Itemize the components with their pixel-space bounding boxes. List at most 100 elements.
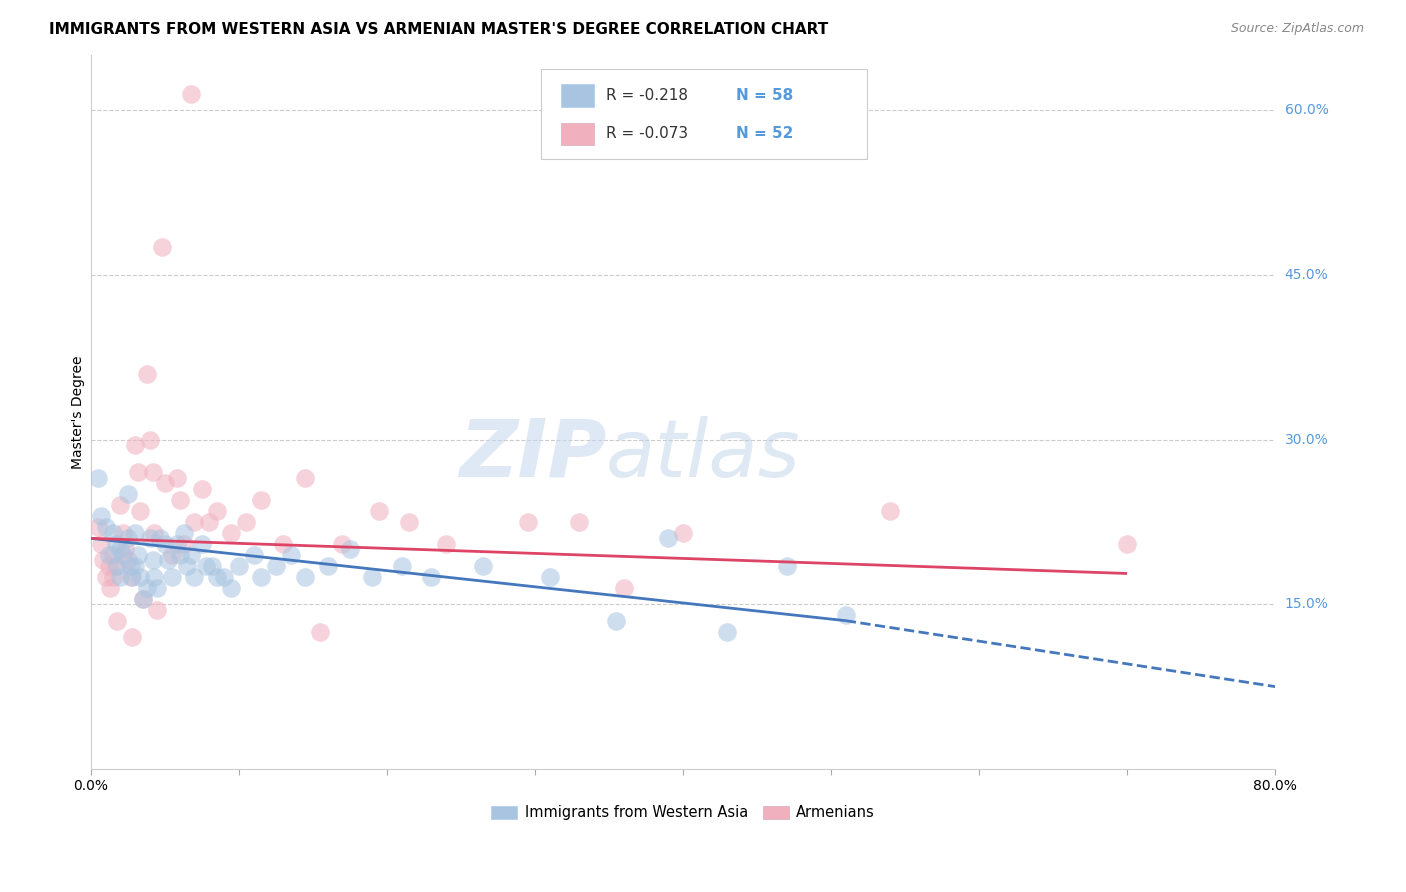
Point (201, 558, 224, 573)
Point (309, 624, 332, 639)
Point (264, 558, 287, 573)
Point (150, 240, 173, 254)
Point (173, 525, 195, 540)
Point (149, 532, 172, 546)
Point (316, 558, 339, 573)
Point (110, 542, 132, 557)
Point (146, 603, 169, 617)
Point (657, 532, 679, 546)
Point (128, 504, 150, 518)
Point (117, 553, 139, 567)
Point (205, 504, 228, 518)
Point (169, 492, 191, 507)
Point (568, 515, 591, 529)
Point (198, 515, 221, 529)
Y-axis label: Master's Degree: Master's Degree (72, 355, 86, 469)
Point (124, 438, 146, 452)
Point (117, 487, 139, 501)
Point (104, 558, 127, 573)
Text: 45.0%: 45.0% (1285, 268, 1329, 282)
Point (94, 570, 117, 584)
Point (136, 367, 159, 381)
Point (879, 504, 901, 518)
Text: Source: ZipAtlas.com: Source: ZipAtlas.com (1230, 22, 1364, 36)
Point (143, 525, 166, 540)
Point (221, 525, 243, 540)
Point (235, 515, 257, 529)
Point (420, 570, 443, 584)
Text: N = 58: N = 58 (737, 87, 793, 103)
Point (124, 525, 146, 540)
Point (146, 581, 169, 595)
Point (112, 548, 135, 562)
Text: atlas: atlas (606, 416, 801, 494)
Point (121, 570, 143, 584)
Point (173, 537, 195, 551)
Point (110, 570, 132, 584)
Point (101, 548, 124, 562)
Point (156, 553, 179, 567)
Point (136, 581, 159, 595)
Point (183, 515, 205, 529)
Text: R = -0.218: R = -0.218 (606, 87, 688, 103)
Point (191, 537, 214, 551)
Point (124, 558, 146, 573)
Point (120, 558, 142, 573)
Point (176, 558, 198, 573)
FancyBboxPatch shape (541, 70, 866, 159)
Point (391, 558, 413, 573)
Point (221, 581, 243, 595)
Point (205, 570, 228, 584)
Point (91, 553, 114, 567)
Point (87, 520, 110, 534)
Point (143, 570, 166, 584)
Point (166, 537, 188, 551)
Point (142, 553, 165, 567)
Point (107, 558, 129, 573)
Point (166, 471, 188, 485)
Text: N = 52: N = 52 (737, 127, 793, 142)
Point (398, 515, 420, 529)
Point (90, 509, 112, 524)
Point (294, 471, 316, 485)
FancyBboxPatch shape (561, 122, 595, 145)
Point (120, 570, 142, 584)
Point (242, 548, 264, 562)
Point (250, 492, 273, 507)
Point (142, 466, 165, 480)
Point (112, 525, 135, 540)
Text: 60.0%: 60.0% (1285, 103, 1329, 117)
Point (153, 537, 176, 551)
Point (114, 542, 136, 557)
Point (127, 548, 149, 562)
Point (169, 548, 191, 562)
Text: 15.0%: 15.0% (1285, 598, 1329, 611)
Point (104, 537, 127, 551)
Point (212, 570, 235, 584)
Point (835, 608, 858, 623)
Point (613, 581, 636, 595)
Point (183, 570, 205, 584)
Point (195, 558, 218, 573)
Point (160, 548, 183, 562)
Point (180, 548, 202, 562)
Point (180, 87, 202, 101)
Point (434, 537, 457, 551)
Point (294, 570, 316, 584)
Point (1116, 537, 1139, 551)
Point (516, 515, 538, 529)
Point (117, 532, 139, 546)
Point (90, 537, 112, 551)
Text: IMMIGRANTS FROM WESTERN ASIA VS ARMENIAN MASTER'S DEGREE CORRELATION CHART: IMMIGRANTS FROM WESTERN ASIA VS ARMENIAN… (49, 22, 828, 37)
Text: R = -0.073: R = -0.073 (606, 127, 688, 142)
FancyBboxPatch shape (561, 84, 595, 107)
Point (605, 614, 627, 628)
Point (121, 630, 143, 644)
Point (101, 525, 124, 540)
Point (101, 570, 124, 584)
Point (716, 624, 738, 639)
Point (228, 558, 250, 573)
Point (94, 520, 117, 534)
Point (139, 532, 162, 546)
Point (98, 581, 121, 595)
